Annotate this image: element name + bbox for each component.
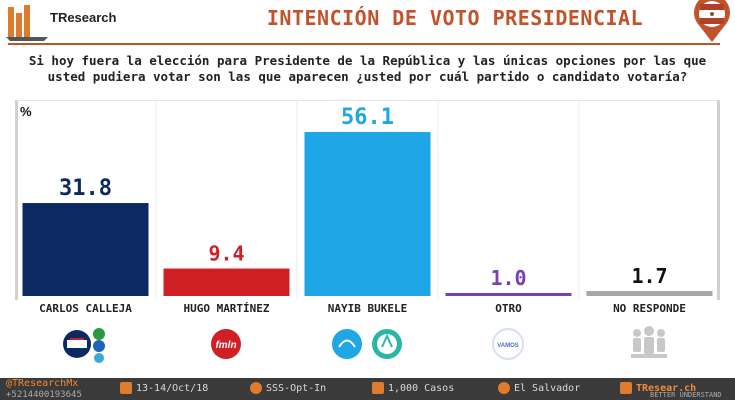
chart-icon xyxy=(620,382,632,394)
category-label: CARLOS CALLEJA xyxy=(39,302,132,315)
fmln-logo: fmln xyxy=(156,322,297,366)
tresearch-logo-icon xyxy=(6,5,48,41)
bar-chart: 31.8 9.4 56.1 1.0 1.7 xyxy=(22,100,713,300)
data-label: 56.1 xyxy=(341,105,394,130)
data-label: 9.4 xyxy=(208,242,244,266)
svg-text:VAMOS: VAMOS xyxy=(497,343,519,349)
category-label: NO RESPONDE xyxy=(613,302,686,315)
whatsapp-number[interactable]: +5214400193645 xyxy=(6,390,82,400)
gana-nuevas-ideas-logos xyxy=(297,322,438,366)
data-label: 31.8 xyxy=(59,176,112,201)
el-salvador-flag-pin-icon xyxy=(694,0,730,42)
bar-3 xyxy=(304,132,431,296)
category-label: NAYIB BUKELE xyxy=(327,302,408,315)
data-label: 1.0 xyxy=(490,266,526,290)
footer-method: SSS-Opt-In xyxy=(250,378,326,400)
footer-dates: 13-14/Oct/18 xyxy=(120,378,208,400)
globe-icon xyxy=(250,382,262,394)
footer: 13-14/Oct/18 SSS-Opt-In 1,000 Casos El S… xyxy=(0,378,735,400)
brand-name: TResearch xyxy=(50,10,117,25)
people-group-icon xyxy=(579,322,720,366)
people-icon xyxy=(372,382,384,394)
calendar-icon xyxy=(120,382,132,394)
bar-1 xyxy=(22,203,149,296)
footer-cases: 1,000 Casos xyxy=(372,378,454,400)
bar-4 xyxy=(445,293,572,296)
unit-label: % xyxy=(20,104,32,119)
arena-pcn-dem-logos xyxy=(15,322,156,366)
footer-country: El Salvador xyxy=(498,378,580,400)
data-label: 1.7 xyxy=(631,264,667,288)
bar-2 xyxy=(163,268,290,296)
footer-site: TResear.ch xyxy=(620,378,696,400)
footer-tagline: BETTER UNDERSTAND xyxy=(650,391,722,399)
category-names: CARLOS CALLEJA HUGO MARTÍNEZ NAYIB BUKELE O… xyxy=(15,302,720,322)
category-label: HUGO MARTÍNEZ xyxy=(183,302,270,315)
party-logos-row: fmln VAMOS xyxy=(15,322,720,366)
survey-question: Si hoy fuera la elección para Presidente… xyxy=(28,53,707,84)
title-rule xyxy=(8,43,720,45)
header: TResearch INTENCIÓN DE VOTO PRESIDENCIAL xyxy=(0,0,735,44)
category-label: OTRO xyxy=(495,302,522,315)
bar-5 xyxy=(586,291,713,296)
svg-text:fmln: fmln xyxy=(215,340,236,351)
twitter-handle[interactable]: @TResearchMx xyxy=(6,378,79,389)
vamos-logo: VAMOS xyxy=(438,322,579,366)
map-pin-icon xyxy=(498,382,510,394)
page-title: INTENCIÓN DE VOTO PRESIDENCIAL xyxy=(266,6,644,30)
